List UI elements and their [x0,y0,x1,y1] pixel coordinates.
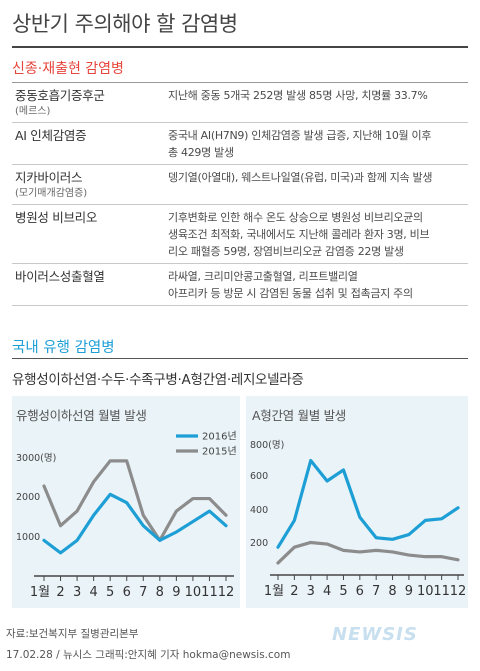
disease-name: 중동호흡기증후군 [15,88,105,103]
mumps-x-tick-label: 10 [185,585,202,600]
mumps-y-tick-label: 1000 [16,532,40,543]
mumps-legend-label: 2016년 [202,431,237,443]
mumps-x-tick-label: 8 [156,585,164,600]
hepa-x-tick-label: 3 [307,584,315,599]
mumps-y-tick-label: 2000 [16,492,40,503]
mumps-legend-label: 2015년 [202,446,237,458]
disease-alias: (메르스) [15,106,51,117]
table-row: AI 인체감염증 중국내 AI(H7N9) 인체감염증 발생 급증, 지난해 1… [12,123,468,165]
hepa-x-tick-label: 11 [433,584,450,599]
disease-name-cell: 병원성 비브리오 [12,205,162,263]
mumps-x-tick-label: 12 [218,585,235,600]
hepa-series-line [276,458,460,549]
mumps-y-tick-label: 3000(명) [16,453,56,464]
page-title: 상반기 주의해야 할 감염병 [12,12,238,36]
hepa-x-tick-label: 4 [323,584,331,599]
hepa-x-tick-label: 10 [417,584,434,599]
mumps-x-tick-label: 11 [201,585,218,600]
disease-name: 병원성 비브리오 [15,210,98,225]
disease-alias: (모기매개감염증) [15,188,88,199]
section-divider [12,358,468,359]
newsis-logo: NEWSIS [332,624,418,645]
disease-description: 중국내 AI(H7N9) 인체감염증 발생 급증, 지난해 10월 이후 총 4… [168,129,432,159]
hepa-x-tick-label: 7 [372,584,380,599]
disease-name-cell: 중동호흡기증후군 (메르스) [12,83,162,122]
mumps-x-tick-label: 9 [172,585,180,600]
disease-name-cell: 지카바이러스 (모기매개감염증) [12,165,162,204]
hepa-x-tick-label: 5 [339,584,347,599]
hepa-y-tick-label: 600 [250,471,268,482]
disease-name: 지카바이러스 [15,170,83,185]
hepa-series-line [276,540,460,565]
mumps-series-line [42,492,228,555]
disease-name-cell: AI 인체감염증 [12,123,162,164]
mumps-x-tick-label: 6 [123,585,131,600]
section-heading-new-diseases: 신종·재출현 감염병 [12,61,124,77]
table-row: 지카바이러스 (모기매개감염증) 뎅기열(아열대), 웨스트나일열(유럽, 미국… [12,165,468,205]
hepatitis-a-chart-panel [246,396,468,608]
disease-description: 지난해 중동 5개국 252명 발생 85명 사망, 치명률 33.7% [168,89,428,102]
source-text: 자료:보건복지부 질병관리본부 [6,628,139,640]
disease-name: 바이러스성출혈열 [15,269,105,284]
disease-description: 라싸열, 크리미안콩고출혈열, 리프트밸리열 아프리카 등 방문 시 감염된 동… [168,270,413,300]
hepa-x-tick-label: 1월 [264,584,284,599]
hepa-x-tick-label: 12 [450,584,467,599]
mumps-chart-title: 유행성이하선염 월별 발생 [16,408,147,423]
mumps-x-tick-label: 3 [73,585,81,600]
mumps-x-tick-label: 7 [139,585,147,600]
mumps-series-line [42,459,228,542]
mumps-x-tick-label: 5 [106,585,114,600]
disease-name: AI 인체감염증 [15,128,87,143]
disease-table: 중동호흡기증후군 (메르스) 지난해 중동 5개국 252명 발생 85명 사망… [12,82,468,306]
hepatitis-a-chart-title: A형간염 월별 발생 [252,408,346,423]
hepa-x-tick-label: 6 [356,584,364,599]
disease-description: 기후변화로 인한 해수 온도 상승으로 병원성 비브리오균의 생육조건 최적화,… [168,211,430,258]
title-divider [12,46,468,48]
domestic-disease-list: 유행성이하선염·수두·수족구병·A형간염·레지오넬라증 [12,372,304,388]
table-row: 중동호흡기증후군 (메르스) 지난해 중동 5개국 252명 발생 85명 사망… [12,82,468,123]
hepa-x-tick-label: 9 [405,584,413,599]
disease-name-cell: 바이러스성출혈열 [12,264,162,305]
hepa-x-tick-label: 8 [388,584,396,599]
hepa-y-tick-label: 800(명) [250,440,284,451]
mumps-x-tick-label: 1월 [30,585,50,600]
credit-text: 17.02.28 / 뉴시스 그래픽:안지혜 기자 hokma@newsis.c… [6,649,291,661]
hepa-y-tick-label: 400 [250,505,268,516]
hepa-x-tick-label: 2 [290,584,298,599]
disease-description: 뎅기열(아열대), 웨스트나일열(유럽, 미국)과 함께 지속 발생 [168,171,433,184]
mumps-x-tick-label: 4 [89,585,97,600]
table-row: 바이러스성출혈열 라싸열, 크리미안콩고출혈열, 리프트밸리열 아프리카 등 방… [12,264,468,306]
hepa-y-tick-label: 200 [250,538,268,549]
table-row: 병원성 비브리오 기후변화로 인한 해수 온도 상승으로 병원성 비브리오균의 … [12,205,468,264]
section-heading-domestic: 국내 유행 감염병 [12,340,115,356]
mumps-x-tick-label: 2 [56,585,64,600]
